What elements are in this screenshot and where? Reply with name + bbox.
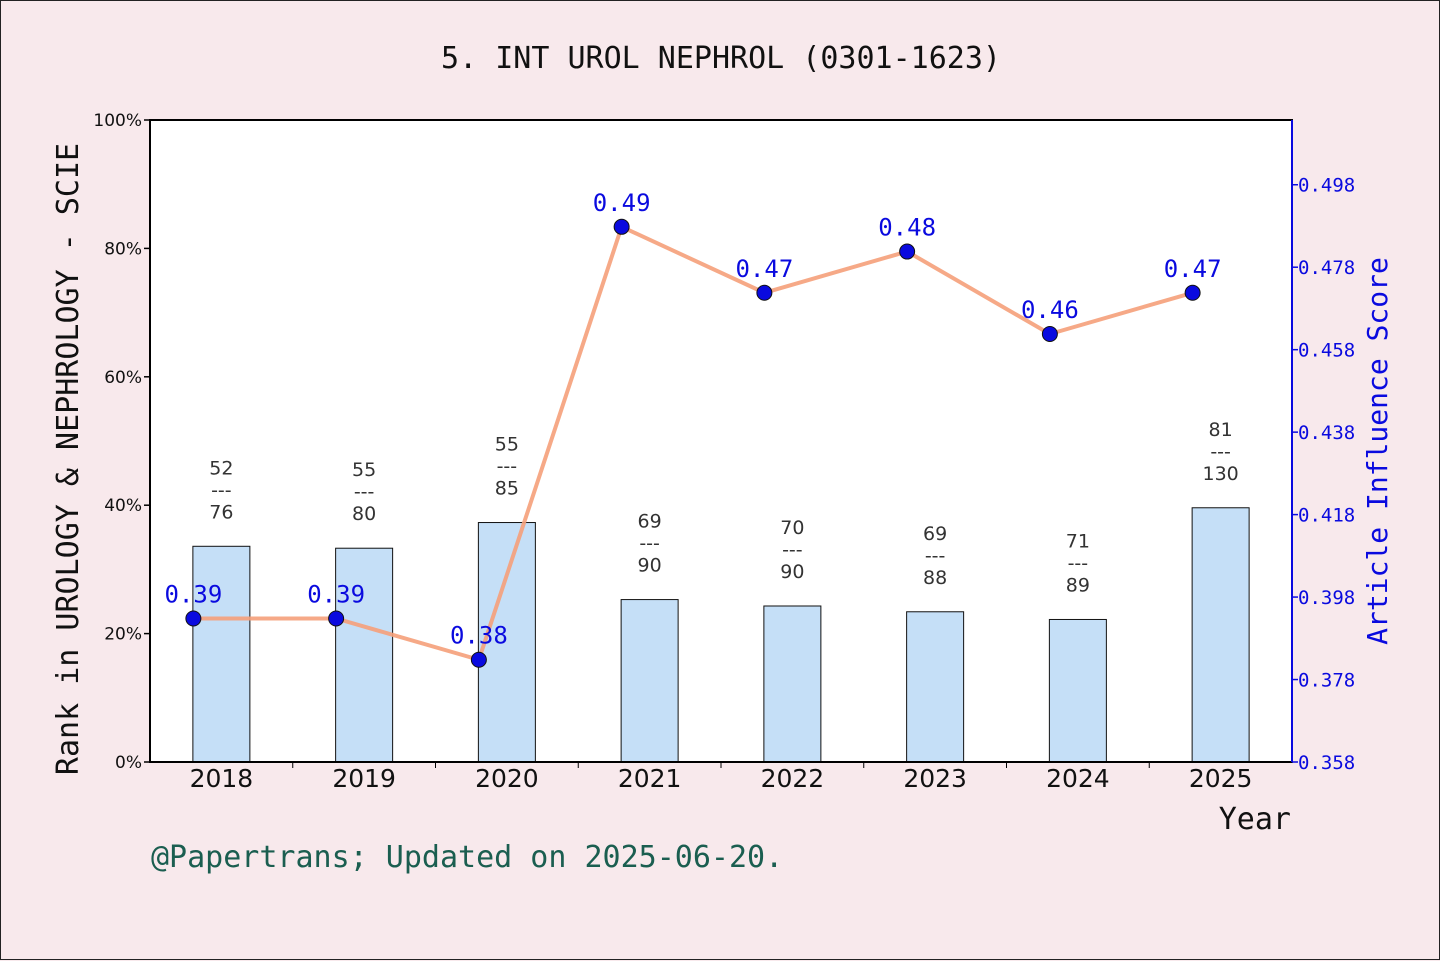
ais-line (193, 224, 1194, 662)
rank-label-sep-2019: --- (354, 481, 375, 503)
ais-label-2019: 0.39 (307, 581, 365, 609)
ais-point-2023 (899, 243, 916, 260)
x-tick-label-2024: 2024 (1046, 764, 1110, 793)
rank-label-sep-2020: --- (497, 456, 518, 478)
rank-label-rank-2023: 69 (923, 523, 947, 545)
x-tick-label-2023: 2023 (903, 764, 967, 793)
rank-label-sep-2022: --- (782, 539, 803, 561)
y-tick-label-left: 80% (104, 239, 142, 259)
rank-label-rank-2020: 55 (495, 434, 519, 456)
rank-label-sep-2025: --- (1210, 441, 1231, 463)
bar-2018 (192, 545, 251, 763)
rank-label-total-2023: 88 (923, 567, 947, 589)
bar-2025 (1191, 507, 1250, 763)
y-tick-label-right: 0.478 (1298, 257, 1355, 279)
y-tick-label-left: 0% (115, 753, 142, 773)
rank-label-total-2024: 89 (1066, 574, 1090, 596)
rank-label-sep-2024: --- (1068, 552, 1089, 574)
ais-point-2021 (613, 218, 630, 235)
ais-point-2020 (470, 651, 487, 668)
bar-2022 (763, 605, 822, 763)
rank-label-total-2021: 90 (638, 555, 662, 577)
y-tick-label-right: 0.398 (1298, 587, 1355, 609)
y-tick-label-right: 0.498 (1298, 175, 1355, 197)
rank-label-total-2022: 90 (780, 561, 804, 583)
y-tick-label-left: 60% (104, 368, 142, 388)
plot-area (150, 120, 1292, 762)
rank-label-rank-2019: 55 (352, 459, 376, 481)
rank-label-rank-2025: 81 (1209, 419, 1233, 441)
y-tick-label-left: 20% (104, 625, 142, 645)
ais-label-2018: 0.39 (164, 581, 222, 609)
chart-title: 5. INT UROL NEPHROL (0301-1623) (441, 41, 1001, 76)
bar-2019 (335, 547, 394, 763)
bar-2024 (1048, 618, 1107, 763)
rank-label-sep-2021: --- (639, 533, 660, 555)
y-axis-label-left: Rank in UROLOGY & NEPHROLOGY - SCIE (51, 143, 86, 775)
y-tick-label-right: 0.418 (1298, 505, 1355, 527)
y-tick-label-right: 0.378 (1298, 670, 1355, 692)
ais-label-2024: 0.46 (1021, 296, 1079, 324)
y-tick-label-right: 0.438 (1298, 422, 1355, 444)
ais-point-2019 (328, 610, 345, 627)
ais-label-2021: 0.49 (593, 189, 651, 217)
rank-label-rank-2022: 70 (780, 517, 804, 539)
rank-label-rank-2018: 52 (209, 457, 233, 479)
ais-label-2022: 0.47 (735, 255, 793, 283)
rank-label-total-2020: 85 (495, 478, 519, 500)
ais-point-2024 (1041, 326, 1058, 342)
y-tick-label-right: 0.358 (1298, 752, 1355, 774)
x-tick-label-2018: 2018 (190, 764, 254, 793)
ais-point-2025 (1184, 284, 1201, 301)
bar-2023 (906, 611, 965, 763)
rank-label-total-2018: 76 (209, 501, 233, 523)
y-tick-label-left: 40% (104, 496, 142, 516)
x-axis-label: Year (1219, 802, 1291, 837)
rank-label-rank-2021: 69 (638, 511, 662, 533)
ais-point-2018 (185, 610, 202, 627)
rank-label-total-2019: 80 (352, 503, 376, 525)
rank-label-sep-2018: --- (211, 479, 232, 501)
rank-label-total-2025: 130 (1202, 463, 1238, 485)
bar-2020 (477, 522, 536, 763)
x-tick-label-2019: 2019 (332, 764, 396, 793)
rank-label-sep-2023: --- (925, 545, 946, 567)
x-tick-label-2022: 2022 (761, 764, 825, 793)
x-tick-label-2021: 2021 (618, 764, 682, 793)
rank-label-rank-2024: 71 (1066, 530, 1090, 552)
ais-label-2025: 0.47 (1164, 255, 1222, 283)
x-tick-label-2020: 2020 (475, 764, 539, 793)
y-tick-label-right: 0.458 (1298, 340, 1355, 362)
x-tick-label-2025: 2025 (1189, 764, 1253, 793)
ais-label-2023: 0.48 (878, 214, 936, 242)
ais-point-2022 (756, 284, 773, 301)
y-tick-label-left: 100% (93, 111, 142, 131)
ais-label-2020: 0.38 (450, 622, 508, 650)
y-axis-label-right: Article Influence Score (1361, 257, 1394, 645)
bar-2021 (620, 599, 679, 763)
footer-credit: @Papertrans; Updated on 2025-06-20. (151, 840, 783, 875)
